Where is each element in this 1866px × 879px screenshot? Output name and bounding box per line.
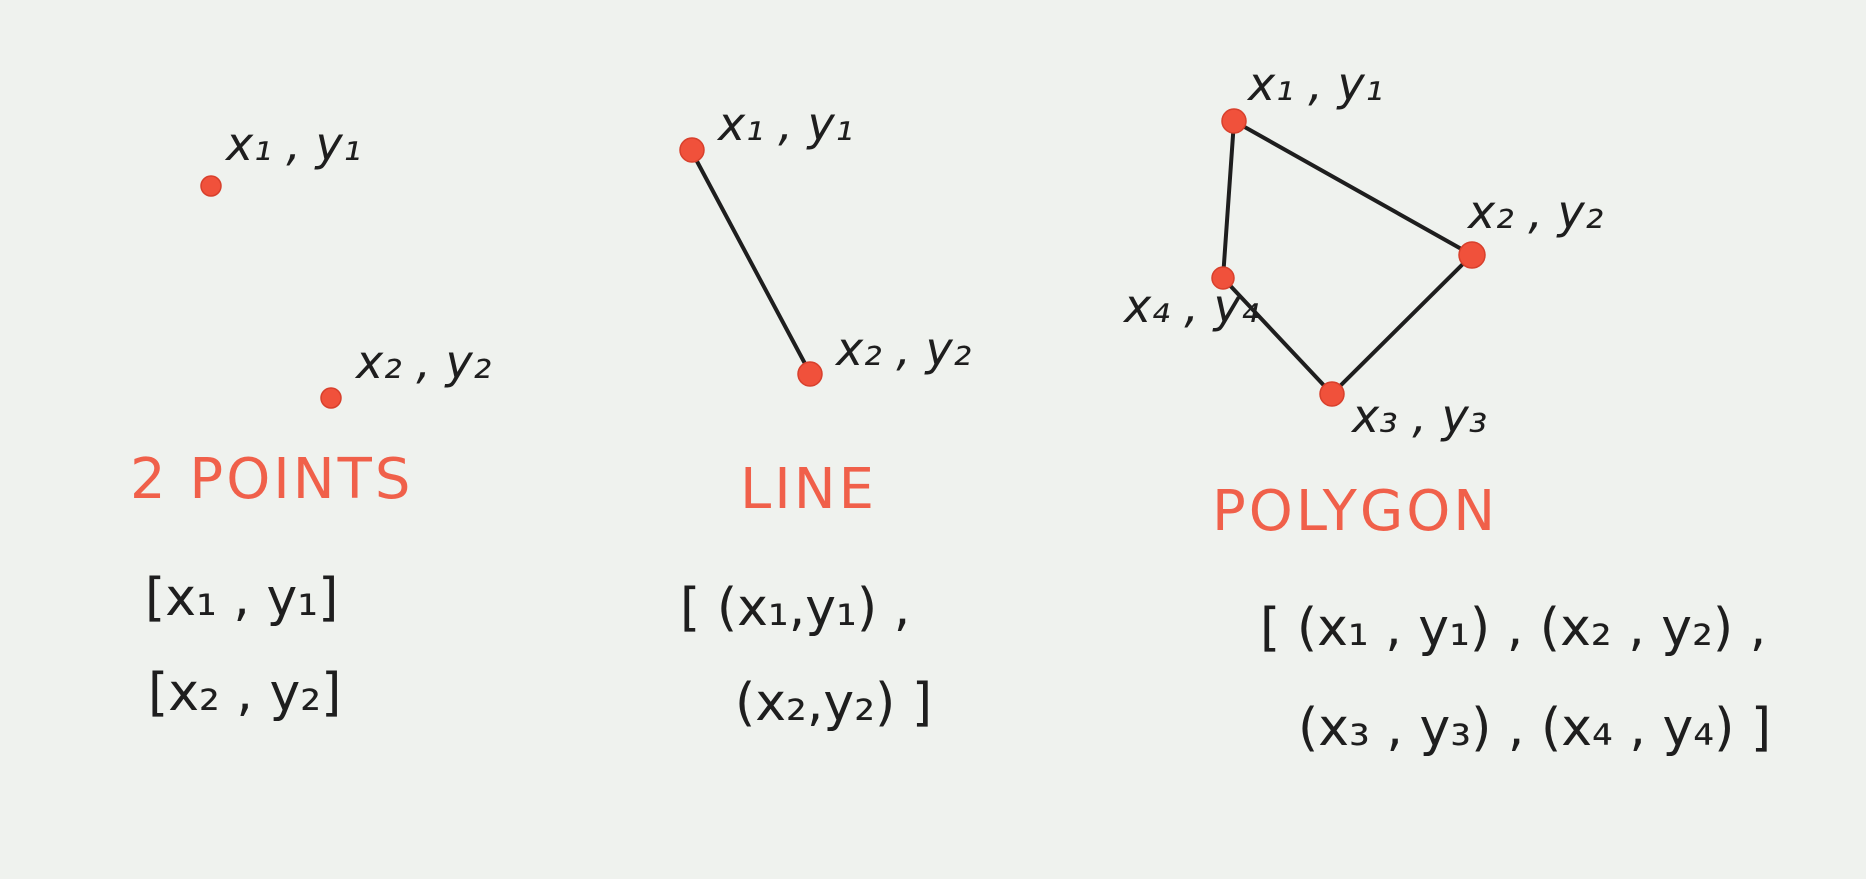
line-caption: LINE [740,457,877,522]
polygon-point-2-label: x₂ , y₂ [1466,185,1603,239]
line-point-1-marker [679,137,705,163]
line-point-2-label: x₂ , y₂ [834,322,971,376]
point-2-label: x₂ , y₂ [354,335,491,389]
point-2-marker [320,387,342,409]
polygon-shape [1220,117,1476,397]
polygon-point-3-marker [1319,381,1345,407]
point-1-label: x₁ , y₁ [224,117,361,171]
polygon-code-line-1: [ (x₁ , y₁) , (x₂ , y₂) , [1260,598,1766,658]
line-code-line-1: [ (x₁,y₁) , [680,578,910,638]
points-caption: 2 POINTS [130,447,413,512]
polygon-point-3-label: x₃ , y₃ [1350,389,1487,443]
polygon-point-4-label: x₄ , y₄ [1122,279,1259,333]
points-code-line-1: [x₁ , y₁] [145,568,338,628]
polygon-point-4-marker [1211,266,1235,290]
polygon-panel: x₁ , y₁ x₂ , y₂ x₃ , y₃ x₄ , y₄ POLYGON … [1122,57,1771,758]
polygon-caption: POLYGON [1212,479,1498,544]
polygon-code-line-2: (x₃ , y₃) , (x₄ , y₄) ] [1298,698,1771,758]
line-point-1-label: x₁ , y₁ [716,97,853,151]
points-panel: x₁ , y₁ x₂ , y₂ 2 POINTS [x₁ , y₁] [x₂ ,… [130,117,491,723]
point-1-marker [200,175,222,197]
line-code-line-2: (x₂,y₂) ] [735,673,932,733]
polygon-point-1-label: x₁ , y₁ [1246,57,1383,111]
line-point-2-marker [797,361,823,387]
line-segment [690,150,812,375]
line-panel: x₁ , y₁ x₂ , y₂ LINE [ (x₁,y₁) , (x₂,y₂)… [679,97,971,733]
polygon-point-1-marker [1221,108,1247,134]
points-code-line-2: [x₂ , y₂] [148,663,341,723]
polygon-point-2-marker [1458,241,1486,269]
